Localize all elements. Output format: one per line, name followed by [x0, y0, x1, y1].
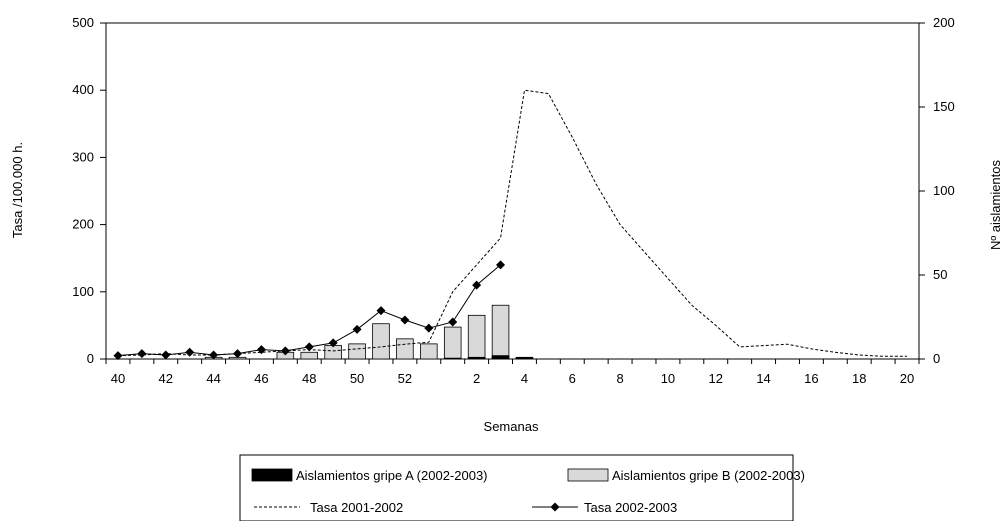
point-tasa-2002-2003	[448, 317, 458, 327]
point-tasa-2002-2003	[185, 347, 195, 357]
x-axis-title: Semanas	[484, 419, 539, 434]
point-tasa-2002-2003	[256, 345, 266, 355]
legend-marker	[550, 502, 560, 512]
bar-gripe-b	[396, 338, 414, 360]
bar-gripe-b	[420, 343, 438, 360]
point-tasa-2002-2003	[352, 324, 362, 334]
y-tick-label: 500	[72, 15, 94, 30]
point-tasa-2002-2003	[113, 351, 123, 361]
point-tasa-2002-2003	[137, 349, 147, 359]
x-tick-label: 12	[709, 371, 723, 386]
x-tick-label: 50	[350, 371, 364, 386]
y-tick-label: 100	[72, 284, 94, 299]
y-tick-label: 0	[87, 351, 94, 366]
x-tick-label: 4	[521, 371, 528, 386]
point-tasa-2002-2003	[424, 323, 434, 333]
bar-gripe-b	[443, 326, 462, 360]
bar-gripe-b	[491, 304, 510, 360]
y-tick-label: 400	[72, 82, 94, 97]
point-tasa-2002-2003	[161, 350, 171, 360]
bar-gripe-b	[300, 351, 319, 360]
bar-gripe-b	[348, 343, 366, 360]
plot-frame	[105, 22, 920, 360]
x-tick-label: 14	[756, 371, 770, 386]
point-tasa-2002-2003	[304, 342, 314, 352]
y-tick-label: 200	[72, 217, 94, 232]
legend-swatch	[251, 468, 293, 482]
chart-marks	[113, 89, 907, 361]
point-tasa-2002-2003	[328, 338, 338, 348]
legend-box	[239, 454, 794, 521]
x-tick-label: 44	[206, 371, 220, 386]
y2-tick-label: 150	[933, 99, 955, 114]
x-tick-label: 46	[254, 371, 268, 386]
legend-label: Tasa 2002-2003	[584, 500, 677, 515]
point-tasa-2002-2003	[376, 306, 386, 316]
point-tasa-2002-2003	[400, 315, 410, 325]
point-tasa-2002-2003	[280, 346, 290, 356]
bar-gripe-b	[324, 345, 342, 360]
y2-tick-label: 200	[933, 15, 955, 30]
x-tick-label: 16	[804, 371, 818, 386]
y-axis-title: Tasa /100.000 h.	[10, 142, 25, 238]
bar-gripe-a	[515, 356, 534, 360]
x-tick-label: 6	[569, 371, 576, 386]
point-tasa-2002-2003	[209, 350, 219, 360]
bar-gripe-a	[443, 357, 462, 360]
plot-area	[105, 22, 920, 360]
legend-label: Aislamientos gripe A (2002-2003)	[296, 468, 488, 483]
x-tick-label: 20	[900, 371, 914, 386]
bar-gripe-b	[372, 323, 390, 360]
legend: Aislamientos gripe A (2002-2003) Aislamie…	[239, 454, 805, 521]
y2-tick-label: 50	[933, 267, 947, 282]
y2-tick-label: 100	[933, 183, 955, 198]
y2-tick-label: 0	[933, 351, 940, 366]
x-tick-label: 2	[473, 371, 480, 386]
point-tasa-2002-2003	[472, 280, 482, 290]
legend-swatch	[567, 468, 609, 482]
bar-gripe-a	[491, 355, 510, 360]
line-tasa-2002-2003	[117, 264, 501, 357]
bar-gripe-b	[467, 314, 486, 360]
x-tick-label: 10	[661, 371, 675, 386]
bar-gripe-a	[467, 356, 486, 360]
x-tick-label: 40	[111, 371, 125, 386]
point-tasa-2002-2003	[233, 349, 243, 359]
point-tasa-2002-2003	[496, 260, 506, 270]
y2-axis-title: Nº aislamientos	[988, 160, 1003, 251]
x-tick-label: 52	[398, 371, 412, 386]
x-tick-label: 8	[616, 371, 623, 386]
legend-label: Tasa 2001-2002	[310, 500, 403, 515]
x-tick-label: 48	[302, 371, 316, 386]
y-tick-label: 300	[72, 149, 94, 164]
x-tick-label: 42	[159, 371, 173, 386]
legend-label: Aislamientos gripe B (2002-2003)	[612, 468, 805, 483]
line-tasa-2001-2002	[117, 89, 907, 357]
x-tick-label: 18	[852, 371, 866, 386]
